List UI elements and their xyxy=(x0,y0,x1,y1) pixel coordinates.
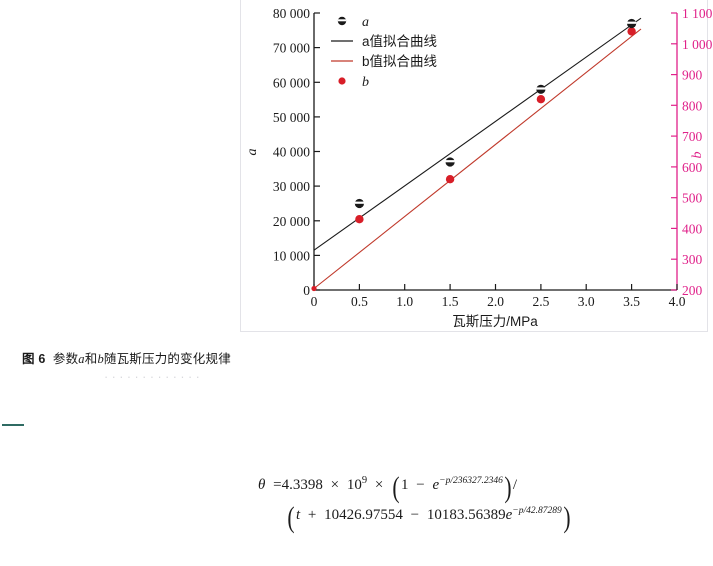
data-point-a xyxy=(536,84,546,94)
equation-e-1: e xyxy=(432,477,440,493)
y-right-tick-label: 800 xyxy=(682,98,703,113)
data-point-a xyxy=(627,18,637,29)
y-right-tick-label: 200 xyxy=(682,283,703,298)
y-right-tick-label: 900 xyxy=(682,68,703,83)
chart-legend: a a值拟合曲线 b值拟合曲线 b xyxy=(331,15,437,90)
equation-exponent-1: −p/236327.2346 xyxy=(439,476,503,486)
equation-e-2: e xyxy=(505,507,513,523)
y-right-tick-label: 1 000 xyxy=(682,37,713,52)
y-left-tick-label: 0 xyxy=(303,283,310,298)
x-tick-label: 1.0 xyxy=(396,294,413,309)
x-axis-ticks xyxy=(313,284,678,290)
y-axis-left-title: a xyxy=(245,149,260,156)
y-left-tick-label: 70 000 xyxy=(273,41,310,56)
data-point-a xyxy=(354,198,364,209)
figure-container: 0 10 000 20 000 30 000 40 000 50 000 60 … xyxy=(240,0,713,332)
figure-caption: 图 6 参数a和b随瓦斯压力的变化规律 xyxy=(22,348,231,367)
legend-label-a-fit: a值拟合曲线 xyxy=(362,34,437,49)
y-right-tick-label: 700 xyxy=(682,129,703,144)
legend-label-b: b xyxy=(362,75,369,90)
y-left-tick-label: 40 000 xyxy=(273,145,310,160)
equation-plus: + xyxy=(307,507,317,523)
y-left-tick-label: 50 000 xyxy=(273,110,310,125)
x-axis-labels: 0 0.5 1.0 1.5 2.0 2.5 3.0 3.5 4.0 xyxy=(311,294,686,309)
chart-svg: 0 10 000 20 000 30 000 40 000 50 000 60 … xyxy=(245,6,713,329)
y-right-tick-label: 400 xyxy=(682,221,703,236)
equation-line-1: θ =4.3398 × 109 × (1 − e−p/236327.2346)/ xyxy=(258,471,518,504)
y-left-tick-label: 60 000 xyxy=(273,75,310,90)
x-tick-label: 0.5 xyxy=(351,294,368,309)
equation-line-2: (t + 10426.97554 − 10183.56389e−p/42.872… xyxy=(287,501,571,534)
y-left-tick-label: 30 000 xyxy=(273,179,310,194)
x-tick-label: 1.5 xyxy=(442,294,459,309)
legend-label-b-fit: b值拟合曲线 xyxy=(362,54,437,69)
x-tick-label: 0 xyxy=(311,294,318,309)
y-right-tick-label: 600 xyxy=(682,160,703,175)
equation-power: 9 xyxy=(361,475,368,486)
legend-marker-a xyxy=(337,16,347,26)
equation-base10: 10 xyxy=(346,477,362,493)
y-axis-left-labels: 0 10 000 20 000 30 000 40 000 50 000 60 … xyxy=(273,6,310,298)
figure-caption-var-a: a xyxy=(78,352,85,366)
data-point-b xyxy=(536,95,546,104)
y-left-tick-label: 20 000 xyxy=(273,214,310,229)
y-axis-right-ticks xyxy=(671,12,677,291)
legend-marker-b xyxy=(338,77,346,85)
data-point-a xyxy=(445,157,455,167)
x-tick-label: 3.0 xyxy=(578,294,595,309)
equation-const-2: 10183.56389 xyxy=(426,507,506,523)
equation-const-1: 10426.97554 xyxy=(324,507,403,523)
figure-caption-text-post: 随瓦斯压力的变化规律 xyxy=(103,352,231,366)
y-axis-right-title: b xyxy=(690,152,705,159)
series-b-points xyxy=(311,27,636,292)
series-a-points xyxy=(354,18,637,209)
x-tick-label: 4.0 xyxy=(669,294,686,309)
y-right-tick-label: 1 100 xyxy=(682,6,713,21)
figure-caption-text-pre: 参数 xyxy=(52,352,79,366)
x-tick-label: 2.0 xyxy=(487,294,504,309)
data-point-b xyxy=(311,285,317,292)
data-point-b xyxy=(445,175,455,184)
equation-one: 1 xyxy=(401,477,409,493)
x-axis-title: 瓦斯压力/MPa xyxy=(452,314,538,329)
chart-plot-area: 0 10 000 20 000 30 000 40 000 50 000 60 … xyxy=(241,0,713,332)
equation-theta: θ xyxy=(258,477,266,493)
figure-caption-mid: 和 xyxy=(84,352,98,366)
equation-t: t xyxy=(296,507,301,523)
equation-exponent-2: −p/42.87289 xyxy=(512,506,562,516)
x-tick-label: 2.5 xyxy=(532,294,549,309)
figure-caption-var-b: b xyxy=(97,352,104,366)
fit-line-a xyxy=(313,17,642,251)
legend-label-a: a xyxy=(362,15,369,30)
equation-minus-1: − xyxy=(416,477,425,493)
x-tick-label: 3.5 xyxy=(623,294,640,309)
equation-equals: = xyxy=(273,477,282,493)
y-right-tick-label: 300 xyxy=(682,252,703,267)
left-margin-rule xyxy=(2,424,24,426)
y-left-tick-label: 80 000 xyxy=(273,6,310,21)
clipped-text-fragment: · · · · · · · · · · · · · xyxy=(104,370,200,384)
equation-block: θ =4.3398 × 109 × (1 − e−p/236327.2346)/… xyxy=(258,470,618,534)
equation-coefficient: 4.3398 xyxy=(281,477,323,493)
equation-minus-2: − xyxy=(410,507,420,523)
y-right-tick-label: 500 xyxy=(682,191,703,206)
equation-divide: / xyxy=(512,477,518,493)
y-left-tick-label: 10 000 xyxy=(273,248,310,263)
data-point-b xyxy=(627,27,636,36)
equation-times-1: × xyxy=(330,477,340,493)
data-point-b xyxy=(355,215,364,224)
equation-times-2: × xyxy=(374,477,384,493)
figure-caption-number: 图 6 xyxy=(22,352,46,366)
fit-line-b xyxy=(313,28,642,289)
y-axis-right-labels: 200 300 400 500 600 700 800 900 1 000 1 … xyxy=(682,6,713,298)
